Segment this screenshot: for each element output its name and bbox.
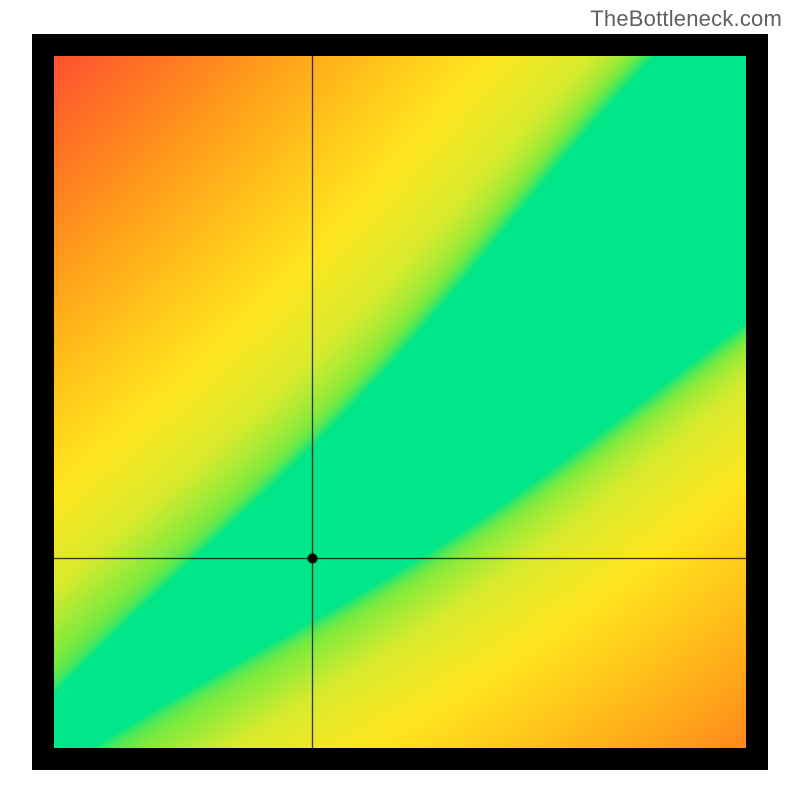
plot-frame — [32, 34, 768, 770]
figure-wrap: TheBottleneck.com — [0, 0, 800, 800]
heatmap-canvas — [54, 56, 746, 748]
watermark-text: TheBottleneck.com — [590, 6, 782, 32]
